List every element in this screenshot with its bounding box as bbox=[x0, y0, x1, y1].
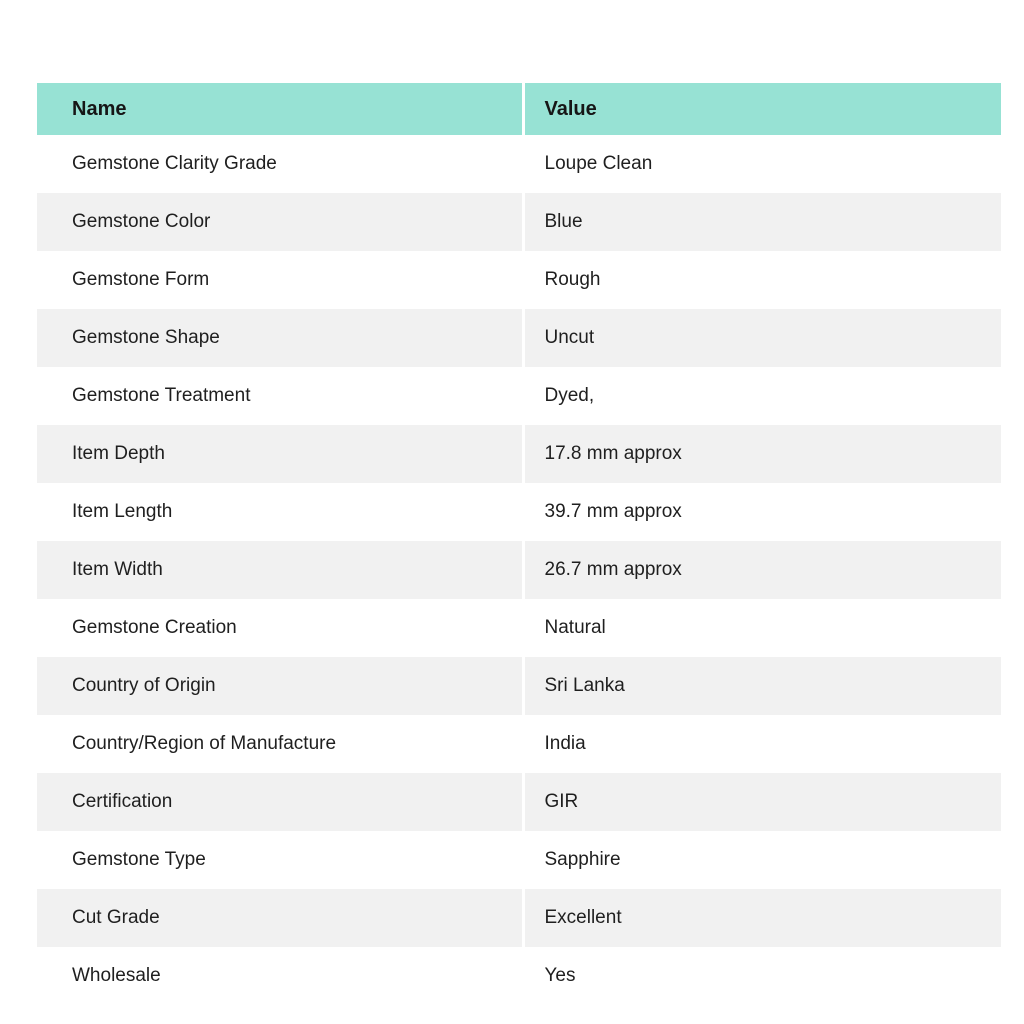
item-specifics-table: Name Value Gemstone Clarity Grade Loupe … bbox=[37, 83, 1001, 1005]
attribute-name-cell: Gemstone Clarity Grade bbox=[37, 135, 523, 193]
attribute-value-cell: Excellent bbox=[521, 889, 1001, 947]
table-row: Country/Region of Manufacture India bbox=[37, 715, 1001, 773]
column-header-name: Name bbox=[37, 83, 523, 135]
attribute-value-cell: Sapphire bbox=[521, 831, 1001, 889]
attribute-value-cell: 39.7 mm approx bbox=[521, 483, 1001, 541]
attribute-value-cell: Sri Lanka bbox=[521, 657, 1001, 715]
table-row: Country of Origin Sri Lanka bbox=[37, 657, 1001, 715]
attribute-value-cell: Natural bbox=[521, 599, 1001, 657]
table-row: Gemstone Type Sapphire bbox=[37, 831, 1001, 889]
attribute-name-cell: Item Length bbox=[37, 483, 523, 541]
table-row: Item Depth 17.8 mm approx bbox=[37, 425, 1001, 483]
table-row: Certification GIR bbox=[37, 773, 1001, 831]
attribute-name-cell: Item Width bbox=[37, 541, 523, 599]
attribute-value-cell: 17.8 mm approx bbox=[521, 425, 1001, 483]
attribute-name-cell: Gemstone Form bbox=[37, 251, 523, 309]
attribute-value-cell: Loupe Clean bbox=[521, 135, 1001, 193]
attribute-value-cell: Uncut bbox=[521, 309, 1001, 367]
attribute-value-cell: Rough bbox=[521, 251, 1001, 309]
table-row: Gemstone Shape Uncut bbox=[37, 309, 1001, 367]
table-body: Gemstone Clarity Grade Loupe Clean Gemst… bbox=[37, 135, 1001, 1005]
attribute-value-cell: India bbox=[521, 715, 1001, 773]
table-row: Gemstone Creation Natural bbox=[37, 599, 1001, 657]
attribute-name-cell: Item Depth bbox=[37, 425, 523, 483]
column-header-value: Value bbox=[521, 83, 1001, 135]
attribute-name-cell: Cut Grade bbox=[37, 889, 523, 947]
table-row: Gemstone Color Blue bbox=[37, 193, 1001, 251]
attribute-name-cell: Certification bbox=[37, 773, 523, 831]
attribute-name-cell: Gemstone Creation bbox=[37, 599, 523, 657]
table-row: Gemstone Form Rough bbox=[37, 251, 1001, 309]
attribute-name-cell: Gemstone Type bbox=[37, 831, 523, 889]
table-row: Item Width 26.7 mm approx bbox=[37, 541, 1001, 599]
table-row: Gemstone Clarity Grade Loupe Clean bbox=[37, 135, 1001, 193]
attribute-name-cell: Country/Region of Manufacture bbox=[37, 715, 523, 773]
header-row: Name Value bbox=[37, 83, 1001, 135]
attribute-name-cell: Gemstone Shape bbox=[37, 309, 523, 367]
item-specifics-table-container: Name Value Gemstone Clarity Grade Loupe … bbox=[37, 83, 1001, 1005]
attribute-value-cell: Blue bbox=[521, 193, 1001, 251]
table-row: Wholesale Yes bbox=[37, 947, 1001, 1005]
table-row: Item Length 39.7 mm approx bbox=[37, 483, 1001, 541]
attribute-name-cell: Gemstone Treatment bbox=[37, 367, 523, 425]
attribute-value-cell: 26.7 mm approx bbox=[521, 541, 1001, 599]
attribute-value-cell: Dyed, bbox=[521, 367, 1001, 425]
attribute-name-cell: Gemstone Color bbox=[37, 193, 523, 251]
attribute-value-cell: GIR bbox=[521, 773, 1001, 831]
attribute-value-cell: Yes bbox=[521, 947, 1001, 1005]
table-row: Cut Grade Excellent bbox=[37, 889, 1001, 947]
table-row: Gemstone Treatment Dyed, bbox=[37, 367, 1001, 425]
table-header: Name Value bbox=[37, 83, 1001, 135]
attribute-name-cell: Country of Origin bbox=[37, 657, 523, 715]
attribute-name-cell: Wholesale bbox=[37, 947, 523, 1005]
